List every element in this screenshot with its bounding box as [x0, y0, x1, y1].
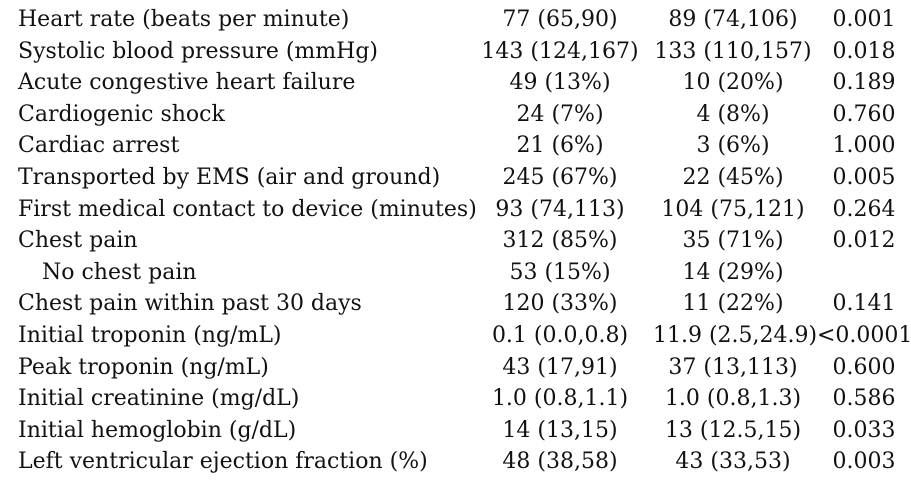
p-value: 0.760 [832, 101, 896, 127]
p-value: 0.003 [832, 449, 896, 475]
p-value: 1.000 [832, 133, 896, 159]
table-row: Heart rate (beats per minute) 77 (65,90)… [0, 4, 911, 36]
group1-value: 14 (13,15) [502, 417, 618, 443]
p-value: 0.018 [832, 38, 896, 64]
table-row: Chest pain 312 (85%) 35 (71%) 0.012 [0, 225, 911, 257]
row-label: Left ventricular ejection fraction (%) [18, 449, 428, 475]
row-label: Heart rate (beats per minute) [18, 7, 350, 32]
group1-value: 43 (17,91) [502, 354, 618, 380]
table-row: First medical contact to device (minutes… [0, 194, 911, 226]
group1-value: 312 (85%) [502, 228, 618, 254]
group2-value: 13 (12.5,15) [664, 417, 802, 443]
group2-value: 43 (33,53) [675, 449, 791, 475]
group2-value: 1.0 (0.8,1.3) [664, 386, 802, 412]
p-value: 0.141 [832, 291, 896, 317]
p-value: <0.0001 [817, 323, 911, 348]
group2-value: 89 (74,106) [668, 7, 798, 32]
table-row: Systolic blood pressure (mmHg) 143 (124,… [0, 36, 911, 68]
group2-value: 14 (29%) [682, 259, 784, 285]
table-row: Left ventricular ejection fraction (%) 4… [0, 446, 911, 478]
p-value: 0.600 [832, 354, 896, 380]
group2-value: 11.9 (2.5,24.9) [653, 323, 818, 348]
group2-value: 37 (13,113) [668, 354, 798, 380]
row-label: No chest pain [42, 259, 197, 285]
group2-value: 11 (22%) [682, 291, 784, 317]
table-row: Initial hemoglobin (g/dL) 14 (13,15) 13 … [0, 415, 911, 447]
table-row: Peak troponin (ng/mL) 43 (17,91) 37 (13,… [0, 352, 911, 384]
group2-value: 22 (45%) [682, 165, 784, 190]
table-row: Chest pain within past 30 days 120 (33%)… [0, 288, 911, 320]
group1-value: 53 (15%) [509, 259, 611, 285]
row-label: Initial troponin (ng/mL) [18, 323, 282, 348]
group1-value: 143 (124,167) [481, 38, 639, 64]
p-value: 0.005 [832, 165, 896, 190]
row-label: Cardiogenic shock [18, 101, 225, 127]
p-value: 0.001 [832, 7, 896, 32]
row-label: Acute congestive heart failure [18, 70, 356, 96]
row-label: Transported by EMS (air and ground) [18, 165, 441, 190]
table-row: Cardiac arrest 21 (6%) 3 (6%) 1.000 [0, 130, 911, 162]
row-label: Chest pain within past 30 days [18, 291, 362, 317]
group2-value: 35 (71%) [682, 228, 784, 254]
group1-value: 77 (65,90) [502, 7, 618, 32]
group2-value: 133 (110,157) [654, 38, 812, 64]
table-row: Acute congestive heart failure 49 (13%) … [0, 67, 911, 99]
group1-value: 0.1 (0.0,0.8) [491, 323, 629, 348]
p-value: 0.033 [832, 417, 896, 443]
row-label: Initial hemoglobin (g/dL) [18, 417, 297, 443]
row-label: Systolic blood pressure (mmHg) [18, 38, 379, 64]
group1-value: 120 (33%) [502, 291, 618, 317]
group1-value: 245 (67%) [502, 165, 618, 190]
row-label: Peak troponin (ng/mL) [18, 354, 269, 380]
group2-value: 4 (8%) [696, 101, 770, 127]
table-row: No chest pain 53 (15%) 14 (29%) [0, 257, 911, 289]
row-label: Chest pain [18, 228, 138, 254]
p-value: 0.012 [832, 228, 896, 254]
group1-value: 1.0 (0.8,1.1) [491, 386, 629, 412]
table-row: Initial troponin (ng/mL) 0.1 (0.0,0.8) 1… [0, 320, 911, 352]
group1-value: 48 (38,58) [502, 449, 618, 475]
p-value: 0.586 [832, 386, 896, 412]
row-label: Cardiac arrest [18, 133, 180, 159]
table-row: Cardiogenic shock 24 (7%) 4 (8%) 0.760 [0, 99, 911, 131]
table-row: Initial creatinine (mg/dL) 1.0 (0.8,1.1)… [0, 383, 911, 415]
group1-value: 93 (74,113) [495, 196, 625, 222]
p-value: 0.264 [832, 196, 896, 222]
row-label: First medical contact to device (minutes… [18, 196, 477, 222]
row-label: Initial creatinine (mg/dL) [18, 386, 300, 412]
group2-value: 3 (6%) [696, 133, 770, 159]
group1-value: 21 (6%) [516, 133, 604, 159]
p-value: 0.189 [832, 70, 896, 96]
group2-value: 104 (75,121) [661, 196, 805, 222]
group1-value: 24 (7%) [516, 101, 604, 127]
group2-value: 10 (20%) [682, 70, 784, 96]
table-row: Transported by EMS (air and ground) 245 … [0, 162, 911, 194]
group1-value: 49 (13%) [509, 70, 611, 96]
